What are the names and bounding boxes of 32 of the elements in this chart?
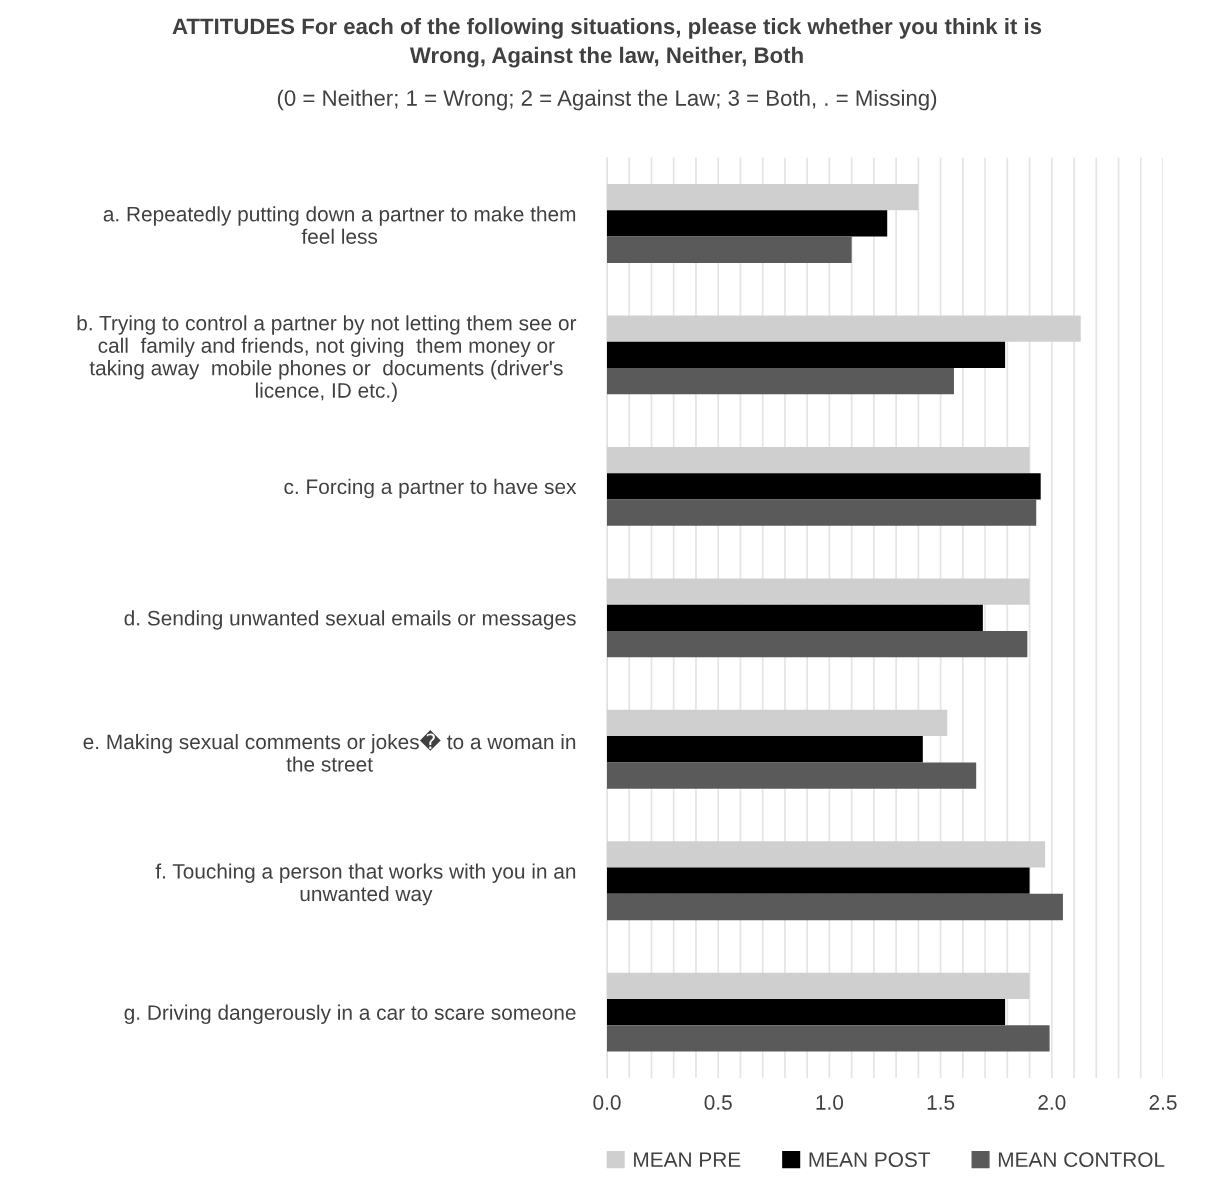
y-tick-label: d. Sending unwanted sexual emails or messages xyxy=(124,610,576,630)
bar xyxy=(607,1025,1050,1052)
legend-label: MEAN PRE xyxy=(634,1152,741,1167)
bar xyxy=(607,893,1063,921)
x-tick-label: 2.0 xyxy=(1038,1095,1066,1110)
y-tick-label: b. Trying to control a partner by not letting them see or call family and friends, not giving them money or taking away mobile phones or documents (driver's licence, ID etc.) xyxy=(77,315,577,402)
bar xyxy=(607,499,1037,526)
bar xyxy=(607,604,983,631)
chart-title: ATTITUDES For each of the following situations, please tick whether you think it is Wrong, Against the law, Neither, Both xyxy=(172,17,1042,68)
chart-subtitle: (0 = Neither; 1 = Wrong; 2 = Against the Law; 3 = Both, . = Missing) xyxy=(277,89,937,111)
x-tick-label: 1.5 xyxy=(927,1095,955,1110)
bar xyxy=(607,999,1006,1026)
y-tick-label: e. Making sexual comments or jokes� to a woman in the street xyxy=(83,730,576,772)
bar xyxy=(607,341,1006,369)
y-tick-label: c. Forcing a partner to have sex xyxy=(284,478,577,499)
bar xyxy=(607,236,852,263)
bar xyxy=(607,473,1041,500)
bar xyxy=(607,210,888,237)
bar xyxy=(607,867,1030,894)
legend-label: MEAN CONTROL xyxy=(998,1152,1165,1168)
bar xyxy=(607,368,954,395)
legend-label: MEAN POST xyxy=(809,1152,931,1168)
y-tick-label: f. Touching a person that works with you in an unwanted way xyxy=(155,863,576,906)
x-tick-label: 0.5 xyxy=(704,1095,732,1110)
bar xyxy=(607,762,977,789)
x-tick-label: 1.0 xyxy=(816,1095,844,1110)
x-tick-label: 0.0 xyxy=(593,1095,621,1110)
y-tick-label: g. Driving dangerously in a car to scare someone xyxy=(124,1004,576,1025)
y-tick-label: a. Repeatedly putting down a partner to make them feel less xyxy=(103,206,576,244)
bar xyxy=(607,630,1028,658)
bar xyxy=(607,736,923,763)
x-tick-label: 2.5 xyxy=(1149,1095,1177,1110)
